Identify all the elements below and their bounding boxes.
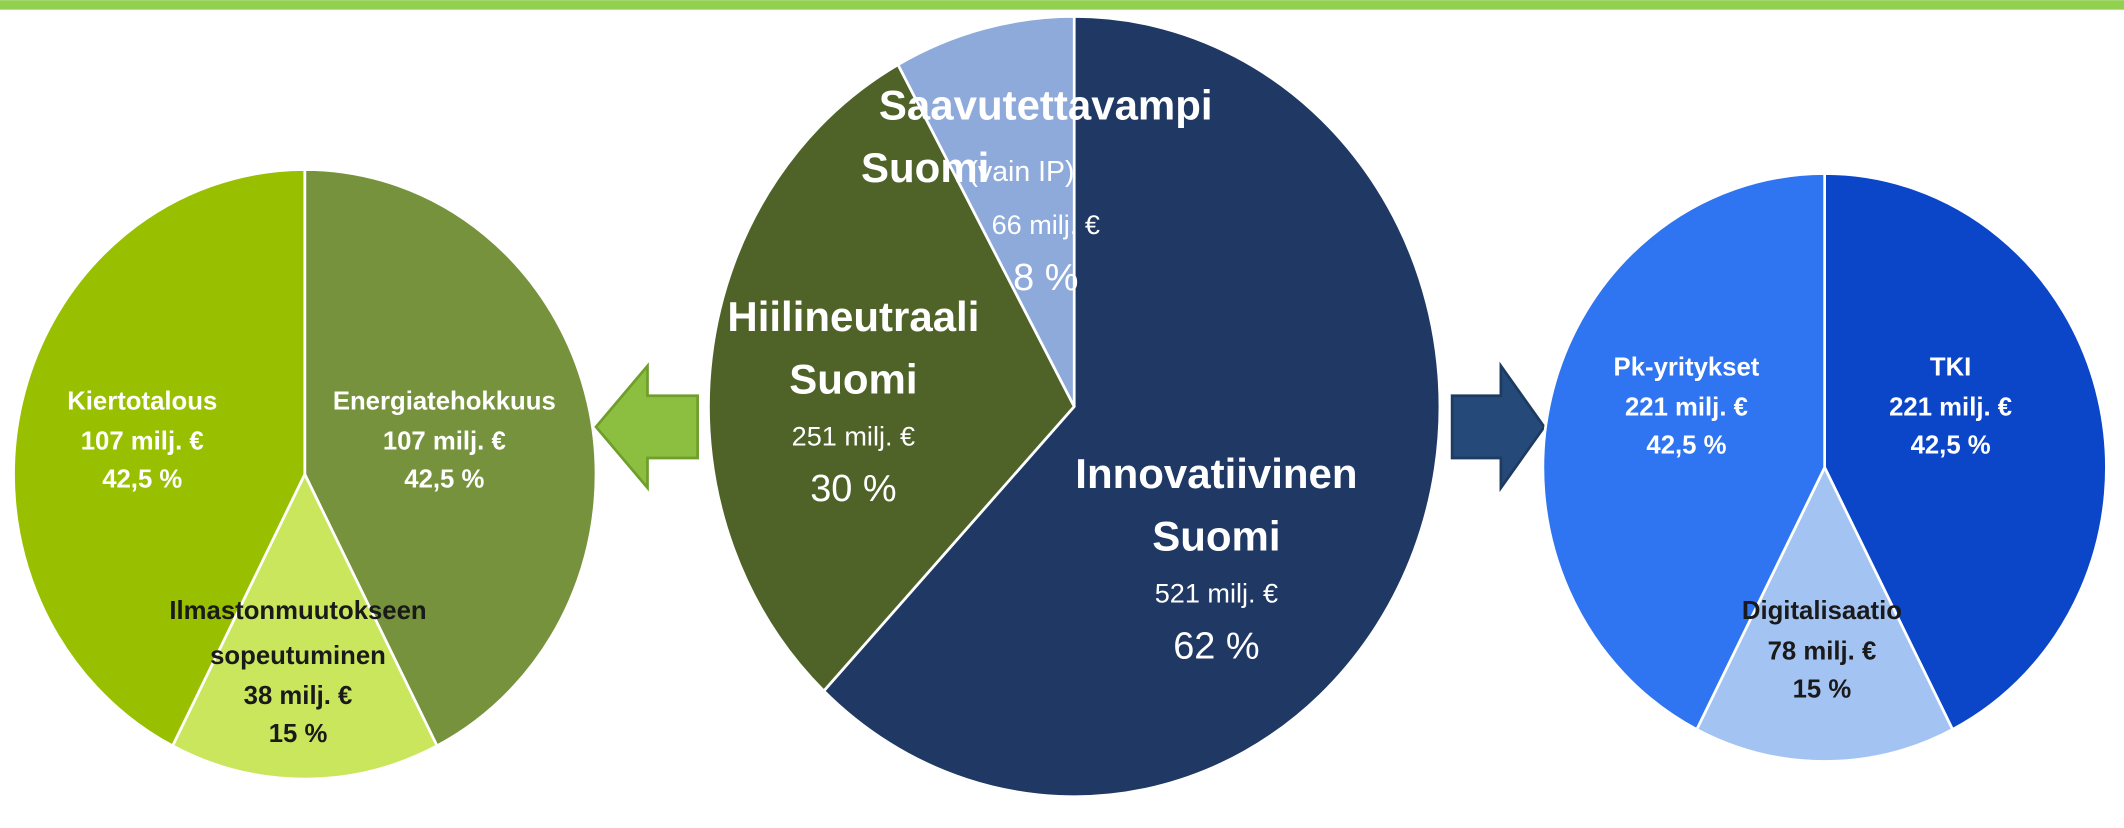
pie-slice bbox=[821, 15, 1442, 799]
amount-label: 66 milj. € bbox=[992, 209, 1100, 240]
value-label: 30 % bbox=[810, 468, 896, 510]
amount-label: 38 milj. € bbox=[244, 682, 353, 710]
pie-slice bbox=[170, 471, 439, 781]
value-label: 42,5 % bbox=[1646, 432, 1726, 460]
top-bar bbox=[0, 0, 2124, 10]
pie-slice bbox=[707, 62, 1076, 693]
pie-slice bbox=[12, 168, 307, 748]
category-label: Pk-yritykset bbox=[1614, 353, 1760, 381]
category-label: Suomi bbox=[861, 144, 989, 191]
amount-label: 107 milj. € bbox=[383, 428, 506, 456]
pie-slice bbox=[1541, 172, 1826, 732]
pie-slice bbox=[1694, 464, 1955, 763]
value-label: 42,5 % bbox=[404, 466, 484, 494]
amount-label: 521 milj. € bbox=[1155, 578, 1278, 609]
category-label: sopeutuminen bbox=[210, 642, 386, 670]
left-arrow bbox=[594, 362, 699, 492]
value-label: 62 % bbox=[1173, 625, 1259, 667]
pies: Innovatiivinen Suomi 521 milj. € 62 % Hiilin… bbox=[12, 15, 2108, 799]
category-label: Kiertotalous bbox=[67, 387, 217, 415]
category-note: (vain IP) bbox=[969, 156, 1075, 188]
category-label: Innovatiivinen bbox=[1075, 450, 1357, 497]
category-label: Digitalisaatio bbox=[1742, 597, 1902, 625]
value-label: 15 % bbox=[1793, 675, 1852, 703]
pie-slice bbox=[896, 15, 1076, 408]
pie-slice bbox=[1823, 172, 2108, 732]
category-label: Suomi bbox=[1152, 512, 1280, 559]
value-label: 42,5 % bbox=[102, 466, 182, 494]
category-label: Energiatehokkuus bbox=[333, 387, 556, 415]
amount-label: 221 milj. € bbox=[1625, 394, 1748, 422]
amount-label: 251 milj. € bbox=[792, 420, 915, 451]
value-label: 15 % bbox=[269, 720, 328, 748]
category-label: Suomi bbox=[789, 355, 917, 402]
amount-label: 221 milj. € bbox=[1889, 394, 2012, 422]
category-label: Saavutettavampi bbox=[879, 82, 1213, 129]
value-label: 42,5 % bbox=[1911, 432, 1991, 460]
pie-slice bbox=[303, 168, 598, 748]
value-label: 8 % bbox=[1013, 257, 1078, 299]
category-label: TKI bbox=[1930, 353, 1971, 381]
category-label: Hiilineutraali bbox=[727, 293, 979, 340]
amount-label: 107 milj. € bbox=[81, 428, 204, 456]
right-arrow bbox=[1450, 361, 1546, 493]
amount-label: 78 milj. € bbox=[1768, 637, 1877, 665]
category-label: Ilmastonmuutokseen bbox=[169, 597, 426, 625]
